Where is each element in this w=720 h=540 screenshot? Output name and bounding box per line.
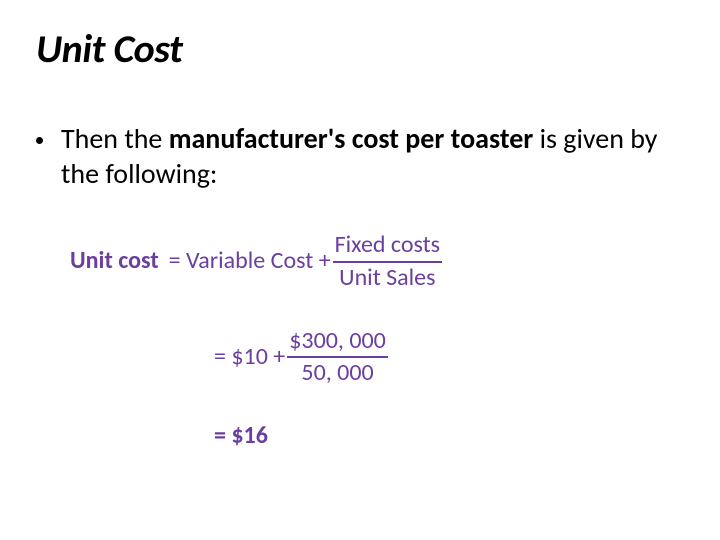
bullet-text: Then the manufacturer's cost per toaster…	[61, 121, 684, 191]
formula-row-3: = $16	[70, 422, 684, 451]
formula-label: Unit cost	[70, 247, 159, 276]
bullet-bold: manufacturer's cost per toaster	[169, 121, 540, 156]
formula-1-fraction: Fixed costs Unit Sales	[333, 231, 442, 293]
formula-block: Unit cost = Variable Cost + Fixed costs …	[70, 231, 684, 451]
formula-3-result: = $16	[214, 422, 268, 451]
formula-1-denominator: Unit Sales	[339, 263, 435, 293]
bullet-pre: Then the	[61, 121, 169, 156]
slide-title: Unit Cost	[36, 24, 684, 73]
formula-2-mid: = $10 +	[214, 343, 285, 372]
formula-1-numerator: Fixed costs	[333, 231, 442, 263]
bullet-item: Then the manufacturer's cost per toaster…	[36, 121, 684, 191]
formula-1-mid: = Variable Cost +	[169, 247, 331, 276]
bullet-marker	[36, 137, 43, 144]
formula-row-1: Unit cost = Variable Cost + Fixed costs …	[70, 231, 684, 293]
formula-2-fraction: $300, 000 50, 000	[287, 327, 388, 389]
formula-row-2: = $10 + $300, 000 50, 000	[70, 327, 684, 389]
formula-2-numerator: $300, 000	[287, 327, 388, 359]
formula-2-denominator: 50, 000	[301, 358, 373, 388]
